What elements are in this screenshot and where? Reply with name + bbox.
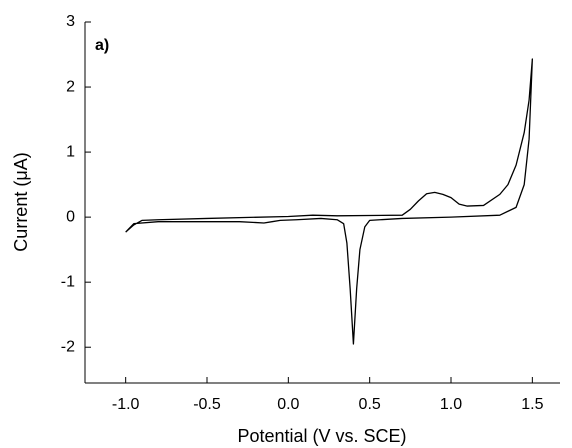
y-tick-label: -1	[61, 273, 75, 290]
x-tick-label: 0.0	[277, 396, 299, 413]
x-tick-label: 1.0	[440, 396, 462, 413]
y-tick-label: 3	[66, 13, 75, 30]
cv-curve	[125, 58, 533, 345]
x-axis-label: Potential (V vs. SCE)	[237, 426, 406, 446]
x-tick-label: -1.0	[112, 396, 140, 413]
y-tick-label: 2	[66, 78, 75, 95]
y-axis-label: Current (μA)	[11, 152, 31, 251]
y-tick-label: 1	[66, 143, 75, 160]
x-tick-label: -0.5	[193, 396, 221, 413]
y-tick-label: 0	[66, 208, 75, 225]
panel-label: a)	[95, 37, 109, 54]
y-tick-label: -2	[61, 338, 75, 355]
x-tick-label: 0.5	[359, 396, 381, 413]
x-tick-label: 1.5	[521, 396, 543, 413]
